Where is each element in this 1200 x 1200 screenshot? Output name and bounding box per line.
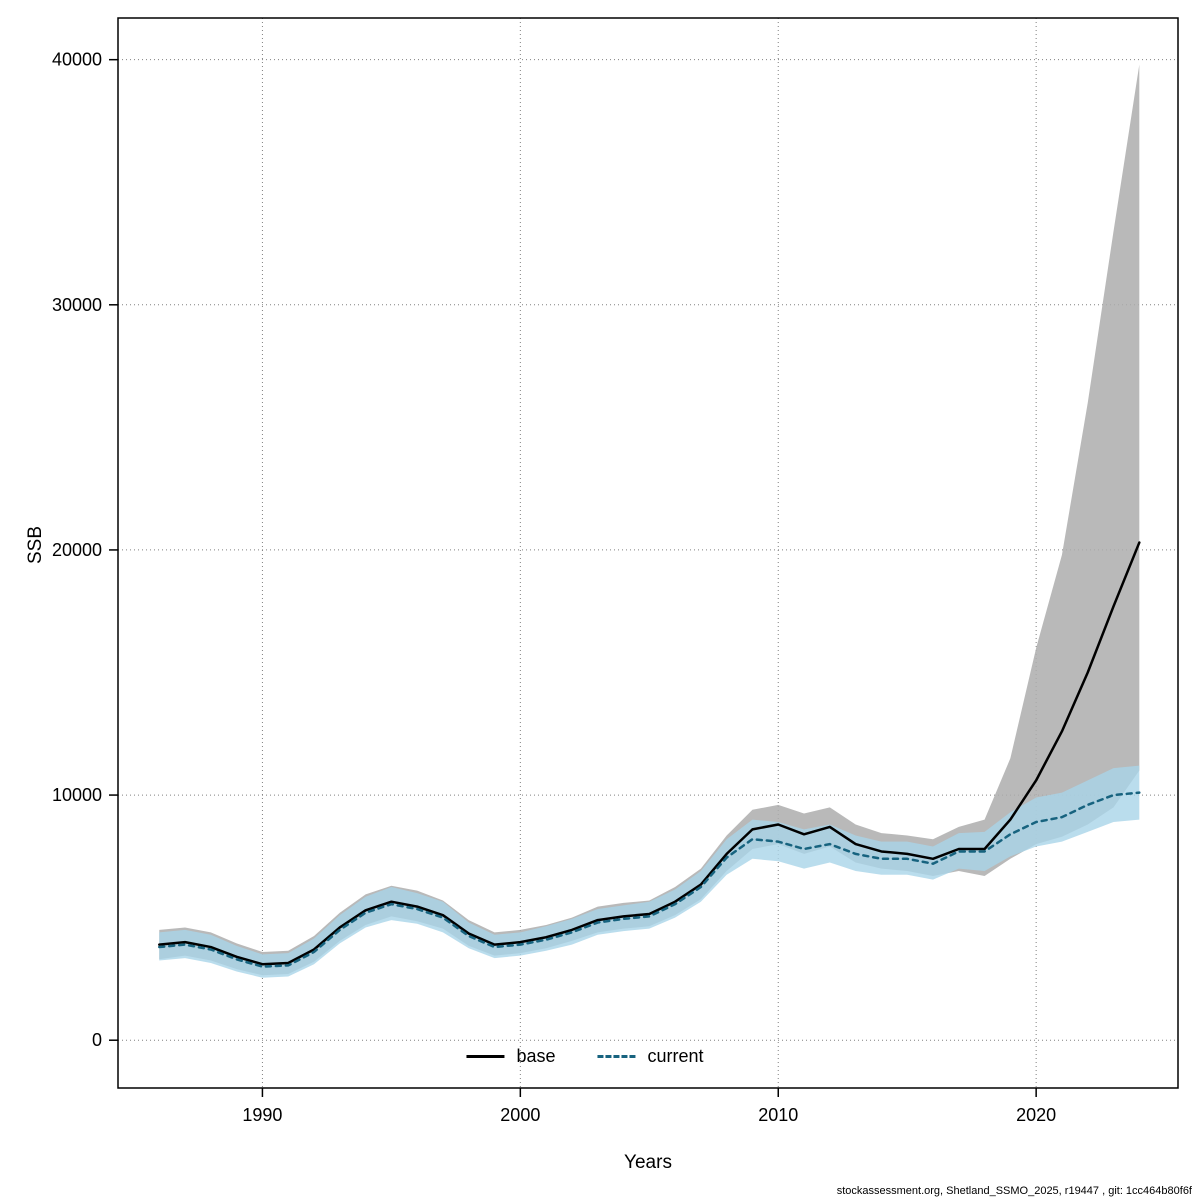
footer-text: stockassessment.org, Shetland_SSMO_2025,… — [836, 1185, 1192, 1197]
current-line — [158, 791, 1141, 968]
y-tick-label: 10000 — [52, 785, 102, 805]
current-line-sample — [597, 1055, 636, 1058]
plot-border — [117, 17, 1179, 1089]
current-confidence-band — [159, 765, 1140, 978]
base-line-sample — [466, 1055, 505, 1058]
y-tick-label: 30000 — [52, 295, 102, 315]
legend-item-base: base — [466, 1046, 556, 1067]
legend-item-current: current — [597, 1046, 704, 1067]
x-tick-label: 2010 — [758, 1105, 798, 1125]
legend-label-base: base — [516, 1046, 556, 1066]
y-tick-label: 0 — [92, 1030, 102, 1050]
x-tick-label: 1990 — [242, 1105, 282, 1125]
x-tick-label: 2020 — [1016, 1105, 1056, 1125]
legend-label-current: current — [647, 1046, 704, 1066]
y-tick-label: 40000 — [52, 50, 102, 70]
legend: base current — [466, 1046, 704, 1067]
y-tick-label: 20000 — [52, 540, 102, 560]
y-axis-title: SSB — [25, 525, 46, 565]
base-line — [158, 541, 1141, 966]
x-tick-label: 2000 — [500, 1105, 540, 1125]
x-axis-title: Years — [624, 1152, 672, 1173]
